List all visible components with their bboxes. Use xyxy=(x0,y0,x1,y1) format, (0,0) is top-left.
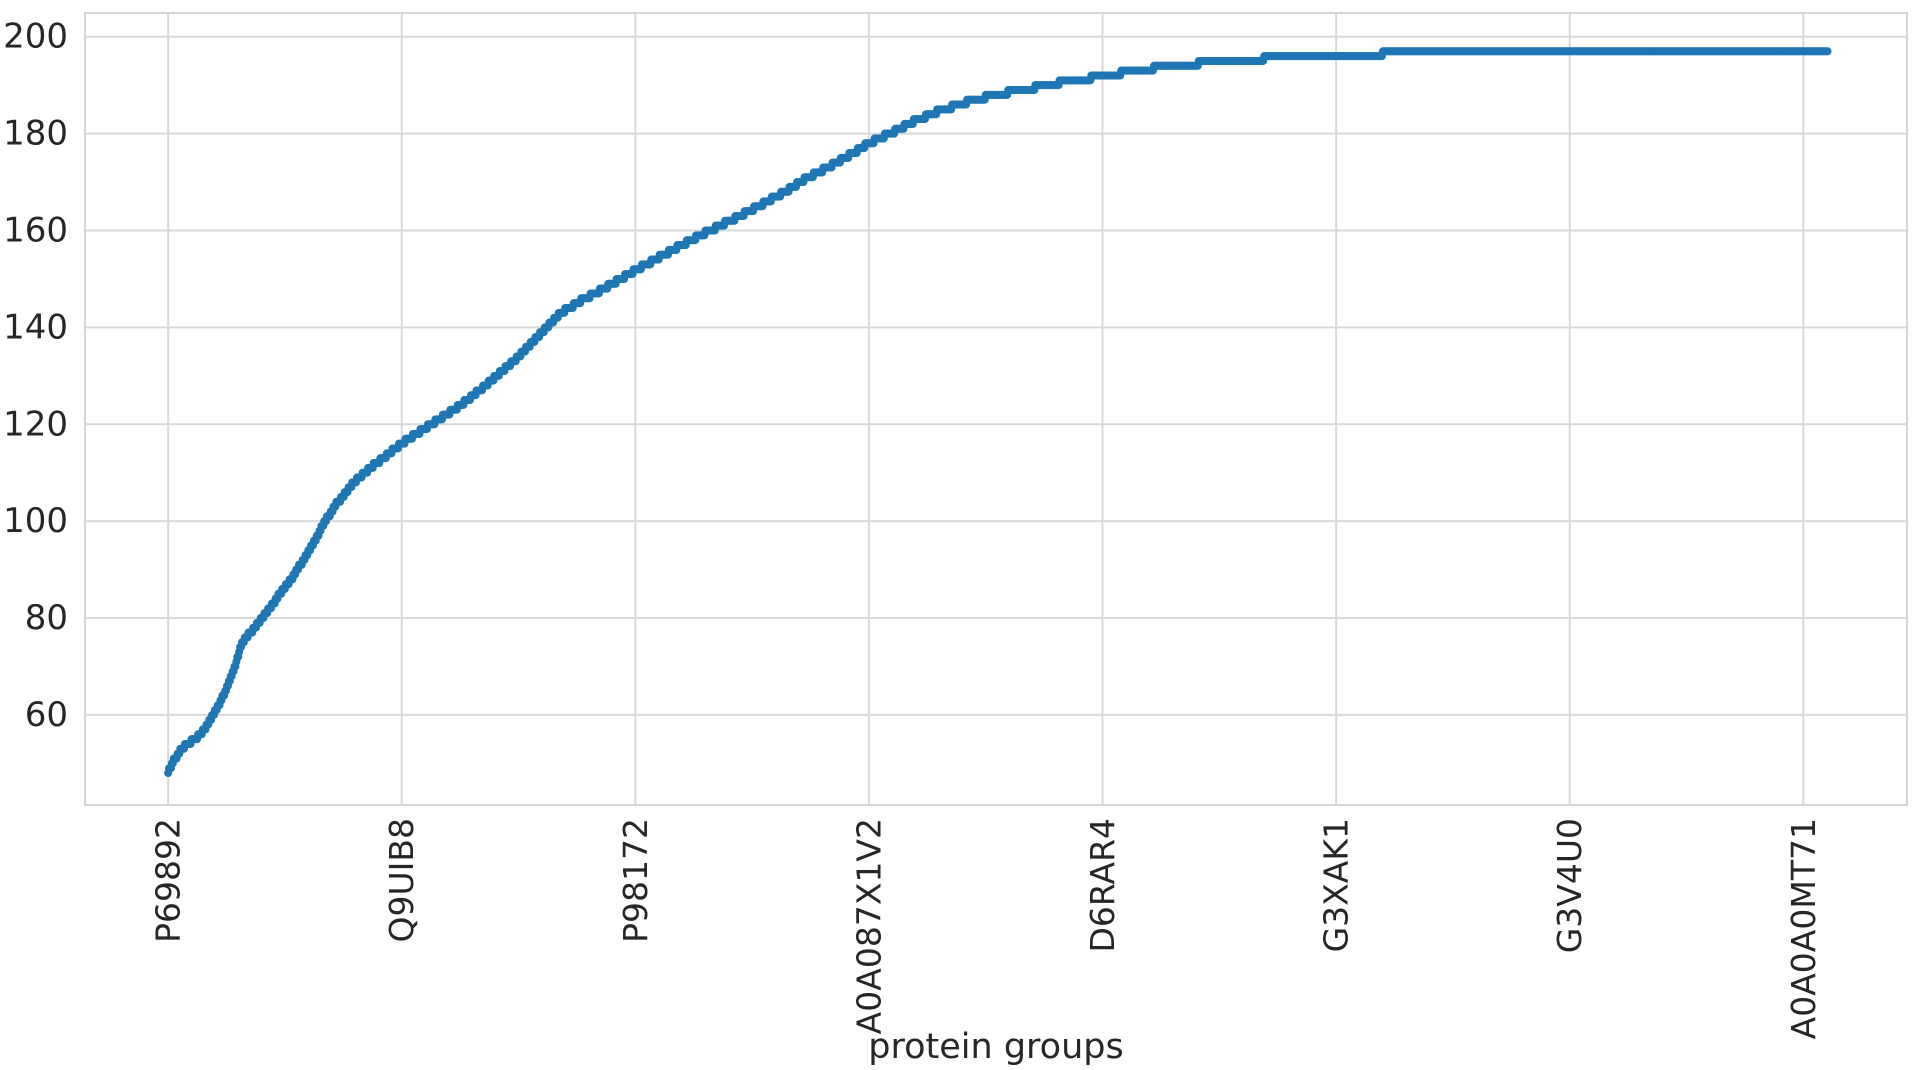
x-tick-label: D6RAR4 xyxy=(1083,818,1122,953)
x-tick-label: A0A087X1V2 xyxy=(849,818,888,1034)
x-tick-label: P69892 xyxy=(149,818,188,943)
y-tick-label: 80 xyxy=(25,598,68,638)
x-axis-tick-labels: P69892 Q9UIB8 P98172 A0A087X1V2 D6RAR4 G3XAK1… xyxy=(149,818,1823,1039)
y-tick-label: 180 xyxy=(3,114,68,154)
x-tick-label: A0A0A0MT71 xyxy=(1784,818,1823,1039)
y-axis-tick-labels: 60 80 100 120 140 160 180 200 xyxy=(3,17,68,735)
x-tick-label: P98172 xyxy=(616,818,655,943)
axes-spines xyxy=(84,12,1908,806)
grid-layer xyxy=(85,13,1907,805)
data-point xyxy=(1823,47,1832,56)
y-tick-label: 200 xyxy=(3,17,68,57)
y-tick-label: 100 xyxy=(3,501,68,541)
x-tick-label: G3XAK1 xyxy=(1317,818,1356,952)
y-tick-label: 60 xyxy=(25,695,68,735)
x-tick-label: Q9UIB8 xyxy=(382,818,421,943)
x-tick-label: G3V4U0 xyxy=(1550,818,1589,953)
y-tick-label: 140 xyxy=(3,307,68,347)
plot-border xyxy=(84,12,1908,806)
x-axis-title: protein groups xyxy=(868,1027,1123,1067)
y-tick-label: 160 xyxy=(3,210,68,250)
y-tick-label: 120 xyxy=(3,404,68,444)
scatter-series xyxy=(164,47,1832,778)
